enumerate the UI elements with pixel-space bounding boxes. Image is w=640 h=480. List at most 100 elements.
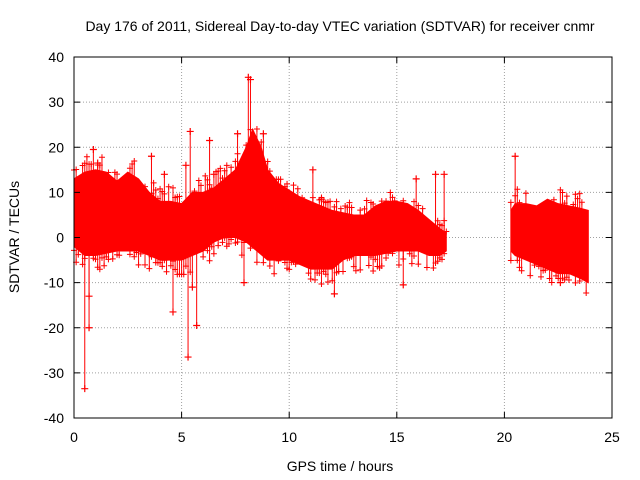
data-point (101, 262, 108, 269)
outlier-point (246, 76, 254, 84)
data-point (75, 251, 82, 258)
data-point (223, 162, 230, 169)
y-tick-label: -20 (44, 320, 64, 336)
data-point (383, 198, 390, 205)
y-tick-label: 30 (48, 94, 64, 110)
data-point (400, 197, 407, 204)
data-point (572, 191, 579, 198)
data-point (169, 184, 176, 191)
data-point (135, 261, 142, 268)
outlier-point (556, 279, 564, 287)
data-point (109, 255, 116, 262)
data-point (290, 182, 297, 189)
outlier-point (440, 170, 448, 178)
data-point (324, 278, 331, 285)
data-point (370, 200, 377, 207)
outlier-point (330, 290, 338, 298)
y-tick-label: 0 (56, 230, 64, 246)
x-tick-label: 5 (178, 429, 186, 445)
data-point (387, 189, 394, 196)
x-tick-label: 25 (604, 429, 620, 445)
data-point (165, 183, 172, 190)
outlier-point (234, 130, 242, 138)
data-point (527, 272, 534, 279)
data-point (370, 268, 377, 275)
data-point (531, 262, 538, 269)
data-point (518, 267, 525, 274)
data-point (180, 271, 187, 278)
data-point (142, 261, 149, 268)
data-point (307, 276, 314, 283)
data-point (565, 276, 572, 283)
outlier-point (160, 170, 168, 178)
outlier-point (309, 166, 317, 174)
data-point (583, 290, 590, 297)
data-point (559, 189, 566, 196)
outlier-point (193, 321, 201, 329)
outlier-point (206, 136, 214, 144)
data-point (537, 273, 544, 280)
data-point (550, 196, 557, 203)
outlier-point (89, 146, 97, 154)
data-point (271, 270, 278, 277)
data-point (576, 190, 583, 197)
data-point (275, 257, 282, 264)
outlier-point (81, 385, 89, 393)
data-point (131, 253, 138, 260)
data-point (284, 180, 291, 187)
data-point (159, 263, 166, 270)
data-point (578, 199, 585, 206)
chart-title: Day 176 of 2011, Sidereal Day-to-day VTE… (85, 18, 594, 34)
data-point (299, 194, 306, 201)
x-tick-label: 0 (70, 429, 78, 445)
outlier-point (186, 127, 194, 135)
data-point (348, 204, 355, 211)
data-point (430, 264, 437, 271)
data-point (286, 266, 293, 273)
outlier-point (317, 195, 325, 203)
data-point (365, 262, 372, 269)
data-point (292, 261, 299, 268)
outlier-point (169, 308, 177, 316)
data-point (126, 251, 133, 258)
data-point (411, 252, 418, 259)
data-point (576, 278, 583, 285)
outlier-point (240, 279, 248, 287)
data-point (253, 125, 260, 132)
y-tick-label: 40 (48, 49, 64, 65)
outlier-point (85, 324, 93, 332)
data-point (415, 261, 422, 268)
data-point (225, 240, 232, 247)
data-point (423, 264, 430, 271)
y-tick-label: -10 (44, 275, 64, 291)
data-point (195, 177, 202, 184)
data-point (131, 158, 138, 165)
outlier-point (85, 292, 93, 300)
outlier-point (432, 170, 440, 178)
y-tick-label: -40 (44, 410, 64, 426)
data-point (443, 228, 450, 235)
y-axis-label: SDTVAR / TECUs (6, 181, 22, 293)
outlier-point (188, 283, 196, 291)
data-point (206, 257, 213, 264)
data-point (357, 266, 364, 273)
data-point (148, 253, 155, 260)
outlier-point (511, 152, 519, 160)
data-point (83, 153, 90, 160)
x-tick-label: 15 (389, 429, 405, 445)
data-point (176, 193, 183, 200)
data-point (146, 265, 153, 272)
data-point (219, 239, 226, 246)
data-point (389, 250, 396, 257)
data-point (563, 193, 570, 200)
data-point (363, 197, 370, 204)
data-point (516, 199, 523, 206)
x-tick-label: 10 (281, 429, 297, 445)
data-point (277, 176, 284, 183)
data-point (202, 172, 209, 179)
data-point (200, 253, 207, 260)
data-point (191, 188, 198, 195)
data-point (137, 250, 144, 257)
data-point (96, 266, 103, 273)
